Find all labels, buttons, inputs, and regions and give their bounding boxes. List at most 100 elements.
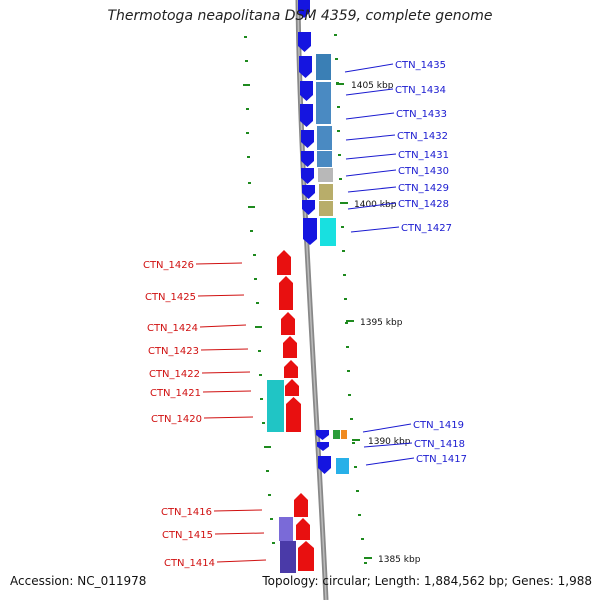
feature-block [319, 184, 333, 200]
feature-block [319, 201, 333, 216]
tick-mark [335, 58, 338, 60]
feature-block [318, 168, 333, 182]
gene-arrow-plus [298, 32, 311, 52]
gene-arrow-plus [298, 0, 310, 18]
gene-label-connector [347, 186, 397, 193]
gene-label-connector [345, 134, 396, 141]
tick-mark [350, 418, 353, 420]
gene-arrow-minus [277, 250, 291, 275]
tick-mark [244, 36, 247, 38]
scale-tick [340, 202, 348, 204]
tick-mark [358, 514, 361, 516]
gene-label-connector [195, 262, 243, 265]
gene-label-connector [350, 226, 400, 233]
tick-mark [250, 230, 253, 232]
gene-label-minus: CTN_1421 [150, 388, 201, 399]
feature-block [279, 517, 293, 541]
gene-label-plus: CTN_1428 [398, 199, 449, 210]
gene-label-minus: CTN_1422 [149, 369, 200, 380]
tick-mark [345, 322, 348, 324]
tick-mark [256, 302, 259, 304]
genome-summary: Topology: circular; Length: 1,884,562 bp… [262, 574, 592, 588]
feature-block [316, 82, 331, 124]
gene-label-plus: CTN_1427 [401, 223, 452, 234]
tick-mark [260, 398, 263, 400]
gene-label-plus: CTN_1430 [398, 166, 449, 177]
tick-mark [259, 374, 262, 376]
tick-mark [255, 326, 262, 328]
tick-mark [338, 154, 341, 156]
gene-label-minus: CTN_1420 [151, 414, 202, 425]
gene-label-minus: CTN_1424 [147, 323, 198, 334]
tick-mark [352, 442, 355, 444]
gene-label-connector [345, 88, 394, 96]
gene-arrow-plus [301, 168, 314, 184]
feature-block [280, 541, 296, 573]
gene-arrow-plus [301, 130, 314, 148]
gene-label-plus: CTN_1435 [395, 60, 446, 71]
gene-arrow-minus [281, 312, 295, 335]
gene-arrow-minus [296, 518, 310, 540]
feature-block [336, 458, 349, 474]
gene-arrow-minus [286, 397, 301, 432]
gene-label-connector [362, 423, 412, 433]
gene-arrow-plus [303, 218, 317, 245]
gene-label-connector [214, 532, 265, 535]
scale-label: 1390 kbp [368, 437, 411, 447]
gene-arrow-plus [317, 442, 329, 451]
tick-mark [356, 490, 359, 492]
gene-arrow-minus [285, 379, 299, 396]
gene-label-connector [347, 202, 397, 210]
scale-tick [352, 439, 360, 441]
gene-arrow-plus [300, 81, 313, 101]
gene-label-connector [200, 348, 249, 351]
feature-block [317, 151, 332, 167]
gene-label-minus: CTN_1426 [143, 260, 194, 271]
gene-label-connector [363, 442, 413, 448]
gene-label-plus: CTN_1433 [396, 109, 447, 120]
gene-arrow-plus [301, 151, 314, 167]
gene-label-connector [345, 153, 397, 160]
gene-label-connector [203, 416, 254, 419]
tick-mark [361, 538, 364, 540]
feature-block [341, 430, 347, 439]
accession-label: Accession: NC_011978 [10, 574, 147, 588]
genome-backbone-highlight [297, 0, 327, 601]
tick-mark [343, 274, 346, 276]
tick-mark [266, 470, 269, 472]
gene-arrow-minus [283, 336, 297, 358]
tick-mark [248, 182, 251, 184]
tick-mark [364, 562, 367, 564]
tick-mark [264, 446, 271, 448]
tick-mark [348, 394, 351, 396]
gene-arrow-plus [299, 56, 312, 78]
tick-mark [337, 106, 340, 108]
feature-block [320, 218, 336, 246]
tick-mark [268, 494, 271, 496]
gene-label-plus: CTN_1419 [413, 420, 464, 431]
tick-mark [245, 60, 248, 62]
gene-label-connector [201, 371, 251, 374]
gene-label-plus: CTN_1431 [398, 150, 449, 161]
gene-label-connector [199, 324, 247, 328]
gene-label-minus: CTN_1416 [161, 507, 212, 518]
gene-arrow-minus [279, 276, 293, 310]
gene-label-plus: CTN_1418 [414, 439, 465, 450]
gene-arrow-plus [300, 104, 313, 127]
tick-mark [346, 346, 349, 348]
gene-label-minus: CTN_1415 [162, 530, 213, 541]
tick-mark [246, 132, 249, 134]
gene-label-plus: CTN_1429 [398, 183, 449, 194]
tick-mark [341, 226, 344, 228]
scale-label: 1400 kbp [354, 200, 397, 210]
gene-arrow-minus [298, 541, 314, 571]
tick-mark [342, 250, 345, 252]
tick-mark [354, 466, 357, 468]
scale-label: 1385 kbp [378, 555, 421, 565]
tick-mark [334, 34, 337, 36]
gene-arrow-plus [302, 200, 315, 215]
tick-mark [253, 254, 256, 256]
tick-mark [339, 178, 342, 180]
tick-mark [258, 350, 261, 352]
